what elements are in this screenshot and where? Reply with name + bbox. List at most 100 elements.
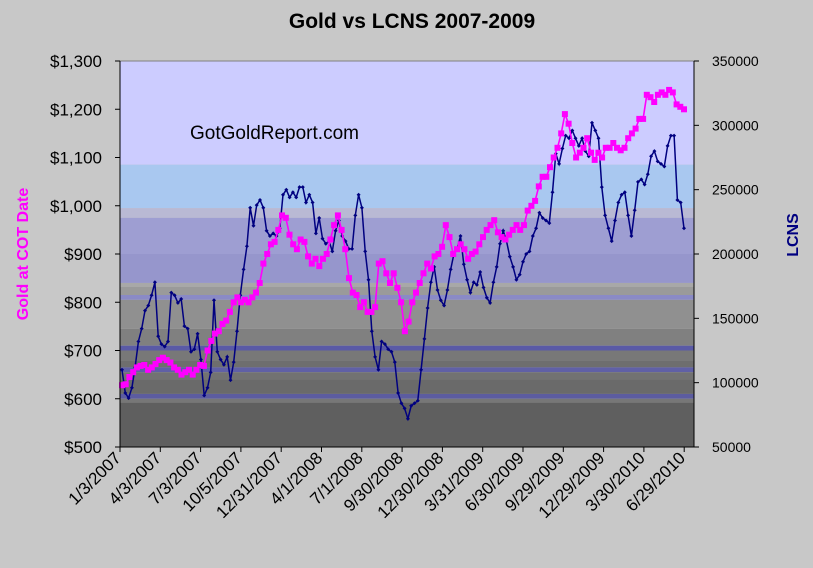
lcns-point-29 — [215, 349, 220, 354]
gold-point-132 — [610, 140, 617, 146]
left-tick-label: $1,200 — [50, 100, 102, 119]
lcns-point-16 — [172, 293, 177, 298]
lcns-point-115 — [498, 241, 502, 246]
lcns-point-169 — [675, 198, 680, 202]
lcns-point-157 — [636, 179, 640, 184]
gold-point-86 — [439, 243, 446, 250]
gold-point-42 — [275, 226, 282, 233]
lcns-point-104 — [461, 262, 466, 267]
gold-point-54 — [320, 255, 326, 262]
lcns-point-64 — [330, 249, 335, 254]
lcns-point-17 — [175, 300, 180, 305]
gold-point-80 — [416, 280, 423, 286]
gold-point-18 — [186, 366, 192, 373]
lcns-point-58 — [310, 200, 315, 205]
gold-point-53 — [316, 263, 323, 270]
gold-point-55 — [323, 251, 330, 257]
gold-point-3 — [130, 369, 137, 376]
lcns-point-165 — [662, 164, 667, 169]
lcns-point-22 — [192, 347, 197, 352]
lcns-point-21 — [189, 349, 193, 354]
gold-point-26 — [215, 328, 222, 335]
lcns-point-3 — [129, 385, 134, 390]
lcns-point-122 — [521, 259, 525, 264]
left-axis-title: Gold at COT Date — [15, 188, 32, 321]
lcns-point-52 — [290, 190, 295, 195]
lcns-point-166 — [665, 143, 670, 148]
gold-point-107 — [517, 226, 524, 233]
gold-point-116 — [550, 154, 557, 161]
gold-point-16 — [178, 371, 185, 378]
lcns-point-5 — [136, 339, 141, 344]
gold-point-47 — [293, 246, 300, 253]
gold-point-124 — [580, 144, 587, 151]
watermark-text: GotGoldReport.com — [190, 123, 359, 144]
gold-point-141 — [643, 91, 650, 98]
lcns-point-135 — [563, 133, 568, 138]
gold-point-81 — [420, 270, 427, 277]
gold-point-57 — [331, 222, 338, 229]
gold-point-111 — [532, 197, 539, 204]
gold-point-24 — [208, 337, 215, 344]
lcns-point-61 — [320, 236, 325, 241]
gold-point-144 — [654, 91, 661, 98]
gold-point-39 — [264, 251, 271, 257]
lcns-point-111 — [484, 295, 489, 300]
lcns-point-50 — [284, 187, 289, 192]
lcns-point-103 — [458, 234, 463, 238]
gold-point-25 — [212, 330, 218, 337]
background-band-14 — [120, 372, 694, 380]
gold-point-48 — [297, 236, 304, 243]
gold-point-41 — [271, 238, 278, 245]
lcns-point-13 — [162, 344, 167, 349]
gold-point-112 — [535, 183, 542, 190]
lcns-point-37 — [241, 267, 246, 272]
background-band-11 — [120, 350, 694, 361]
lcns-point-90 — [415, 398, 420, 403]
gold-point-61 — [346, 275, 352, 282]
lcns-point-25 — [202, 393, 207, 398]
gold-point-149 — [673, 101, 680, 108]
lcns-line — [121, 122, 685, 422]
lcns-point-161 — [649, 154, 654, 159]
lcns-point-72 — [356, 192, 361, 197]
gold-point-59 — [338, 226, 345, 233]
left-tick-label: $900 — [64, 245, 102, 264]
lcns-point-6 — [139, 326, 144, 331]
left-tick-label: $700 — [64, 342, 102, 361]
gold-point-129 — [599, 154, 606, 161]
lcns-point-164 — [659, 161, 663, 166]
lcns-point-123 — [524, 252, 529, 256]
lcns-point-1 — [123, 391, 128, 395]
lcns-point-75 — [366, 277, 371, 282]
gold-point-71 — [383, 270, 390, 277]
gold-point-21 — [197, 362, 204, 368]
lcns-point-105 — [465, 277, 470, 282]
lcns-point-85 — [399, 401, 404, 406]
gold-point-27 — [219, 321, 226, 327]
lcns-point-80 — [382, 342, 387, 347]
lcns-point-156 — [632, 208, 637, 213]
gold-point-10 — [156, 357, 163, 364]
gold-point-37 — [256, 280, 263, 286]
gold-point-130 — [602, 144, 609, 151]
background-band-7 — [120, 295, 694, 300]
gold-point-114 — [543, 173, 550, 180]
lcns-point-8 — [146, 303, 151, 308]
gold-point-109 — [524, 207, 531, 214]
gold-point-145 — [658, 89, 665, 96]
gold-point-45 — [286, 231, 293, 238]
lcns-point-7 — [143, 308, 147, 313]
right-tick-label: 350000 — [712, 53, 759, 69]
lcns-point-45 — [267, 234, 272, 238]
gold-point-123 — [576, 149, 583, 156]
lcns-point-9 — [149, 293, 154, 298]
lcns-point-0 — [120, 367, 124, 372]
gold-point-102 — [498, 234, 505, 241]
gold-point-0 — [119, 382, 125, 389]
gold-point-143 — [651, 99, 658, 105]
lcns-point-12 — [159, 342, 164, 347]
lcns-point-113 — [491, 280, 496, 285]
right-axis-title: LCNS — [785, 213, 802, 257]
